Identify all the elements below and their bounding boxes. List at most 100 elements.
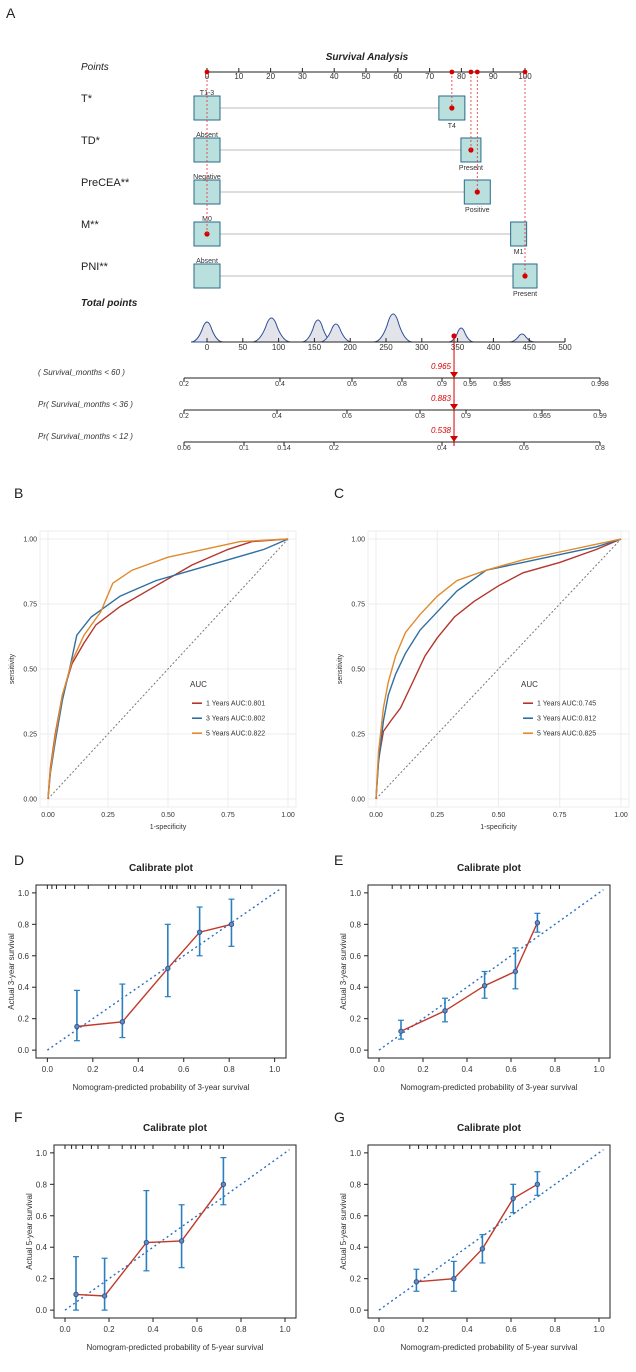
y-tick-label: 1.0 bbox=[350, 1149, 362, 1158]
y-tick-label: 0.8 bbox=[350, 1180, 362, 1189]
y-tick-label: 0.4 bbox=[18, 983, 30, 992]
points-tick-label: 40 bbox=[330, 72, 339, 81]
points-tick-label: 90 bbox=[489, 72, 498, 81]
calibration-line bbox=[416, 1183, 538, 1283]
x-axis-label: Nomogram-predicted probability of 3-year… bbox=[401, 1083, 578, 1092]
total-tick-label: 100 bbox=[272, 343, 286, 352]
total-points-label: Total points bbox=[81, 298, 138, 309]
variable-low-label: Absent bbox=[196, 132, 218, 139]
ideal-reference-line bbox=[46, 889, 280, 1051]
roc-curve-line bbox=[47, 538, 289, 800]
x-tick-label: 0.2 bbox=[87, 1065, 99, 1074]
y-axis-label: Actual 5-year survival bbox=[25, 1193, 34, 1270]
nomogram-title: Survival Analysis bbox=[326, 52, 409, 63]
calibration-point bbox=[510, 1195, 516, 1202]
selected-point-marker bbox=[449, 105, 455, 111]
probability-tick-label: 0.8 bbox=[595, 445, 605, 452]
selected-point-marker bbox=[474, 189, 480, 195]
x-tick-label: 0.75 bbox=[553, 812, 567, 819]
x-tick-label: 0.25 bbox=[101, 812, 115, 819]
total-tick-label: 50 bbox=[238, 343, 247, 352]
points-tick-label: 80 bbox=[457, 72, 466, 81]
points-axis-marker bbox=[474, 69, 480, 75]
x-tick-label: 0.2 bbox=[417, 1325, 429, 1334]
y-tick-label: 1.0 bbox=[36, 1149, 48, 1158]
probability-tick-label: 0.8 bbox=[397, 381, 407, 388]
variable-high-label: M1 bbox=[514, 249, 524, 256]
probability-row-label: Pr( Survival_months < 36 ) bbox=[38, 400, 133, 409]
calibration-point bbox=[178, 1238, 185, 1244]
x-tick-label: 0.50 bbox=[161, 812, 175, 819]
calibration-point bbox=[534, 1181, 541, 1188]
total-tick-label: 500 bbox=[558, 343, 572, 352]
y-tick-label: 0.0 bbox=[36, 1306, 48, 1315]
y-tick-label: 0.00 bbox=[351, 797, 365, 804]
calibration-point bbox=[196, 929, 203, 935]
variable-high-label: T4 bbox=[448, 123, 456, 130]
probability-tick-label: 0.6 bbox=[342, 413, 352, 420]
x-tick-label: 0.8 bbox=[224, 1065, 236, 1074]
panel-letter-c: C bbox=[334, 485, 344, 501]
y-tick-label: 0.8 bbox=[18, 920, 30, 929]
y-tick-label: 0.2 bbox=[36, 1275, 48, 1284]
calibration-line bbox=[75, 1183, 224, 1297]
calibration-chart-g: Calibrate plot 0.0 0.0 0.2 0.2 0.4 0.4 0.6 0.6 0.… bbox=[339, 1123, 611, 1352]
variable-high-box bbox=[510, 221, 528, 247]
probability-tick-label: 0.4 bbox=[275, 381, 285, 388]
probability-value: 0.965 bbox=[431, 362, 452, 371]
probability-value: 0.883 bbox=[431, 394, 452, 403]
probability-tick-label: 0.9 bbox=[461, 413, 471, 420]
x-tick-label: 0.8 bbox=[549, 1325, 561, 1334]
y-tick-label: 0.6 bbox=[18, 952, 30, 961]
calibration-point bbox=[143, 1239, 150, 1246]
diagonal-reference bbox=[375, 538, 622, 800]
probability-tick-label: 0.6 bbox=[519, 445, 529, 452]
total-tick-label: 250 bbox=[379, 343, 393, 352]
points-axis-marker bbox=[468, 69, 474, 75]
y-tick-label: 0.75 bbox=[23, 602, 37, 609]
chart-title: Calibrate plot bbox=[457, 863, 522, 874]
x-tick-label: 0.0 bbox=[373, 1065, 385, 1074]
roc-chart-c: 0.00 0.00 0.25 0.25 0.50 0.50 0.75 0.75 1.00 1.00… bbox=[337, 530, 630, 831]
variable-label: PreCEA** bbox=[81, 177, 130, 189]
calibration-point bbox=[479, 1246, 486, 1252]
x-axis-label: Nomogram-predicted probability of 3-year… bbox=[73, 1083, 250, 1092]
x-axis-label: Nomogram-predicted probability of 5-year… bbox=[87, 1343, 264, 1352]
x-axis-label: Nomogram-predicted probability of 5-year… bbox=[401, 1343, 578, 1352]
roc-curve-line bbox=[375, 538, 622, 800]
x-tick-label: 0.0 bbox=[373, 1325, 385, 1334]
probability-tick-label: 0.95 bbox=[463, 381, 477, 388]
y-tick-label: 0.6 bbox=[350, 952, 362, 961]
x-tick-label: 1.0 bbox=[269, 1065, 281, 1074]
total-density-bump bbox=[448, 327, 475, 343]
calibration-point bbox=[534, 920, 541, 926]
probability-tick-label: 0.2 bbox=[179, 413, 189, 420]
x-tick-label: 0.00 bbox=[41, 812, 55, 819]
roc-curve-line bbox=[47, 538, 289, 800]
y-tick-label: 1.00 bbox=[351, 537, 365, 544]
calibration-point bbox=[119, 1019, 126, 1025]
legend-entry: 5 Years AUC:0.825 bbox=[537, 731, 596, 738]
points-axis-marker bbox=[522, 69, 528, 75]
points-axis-marker bbox=[204, 69, 210, 75]
calibration-point bbox=[413, 1279, 420, 1285]
y-tick-label: 1.0 bbox=[18, 889, 30, 898]
y-tick-label: 0.4 bbox=[350, 983, 362, 992]
x-tick-label: 0.4 bbox=[461, 1065, 473, 1074]
selected-point-marker bbox=[522, 273, 528, 279]
y-tick-label: 0.8 bbox=[350, 920, 362, 929]
variable-low-label: Absent bbox=[196, 258, 218, 265]
points-tick-label: 60 bbox=[393, 72, 402, 81]
x-tick-label: 1.0 bbox=[593, 1065, 605, 1074]
x-axis-label: 1-specificity bbox=[150, 824, 187, 831]
x-tick-label: 1.00 bbox=[614, 812, 628, 819]
probability-tick-label: 0.1 bbox=[239, 445, 249, 452]
chart-title: Calibrate plot bbox=[457, 1123, 522, 1134]
y-tick-label: 0.25 bbox=[351, 732, 365, 739]
points-tick-label: 10 bbox=[234, 72, 243, 81]
calibration-line bbox=[400, 922, 539, 1032]
calibration-point bbox=[398, 1028, 404, 1034]
variable-high-label: Positive bbox=[465, 207, 490, 214]
calibration-point bbox=[481, 982, 488, 989]
total-tick-label: 300 bbox=[415, 343, 429, 352]
